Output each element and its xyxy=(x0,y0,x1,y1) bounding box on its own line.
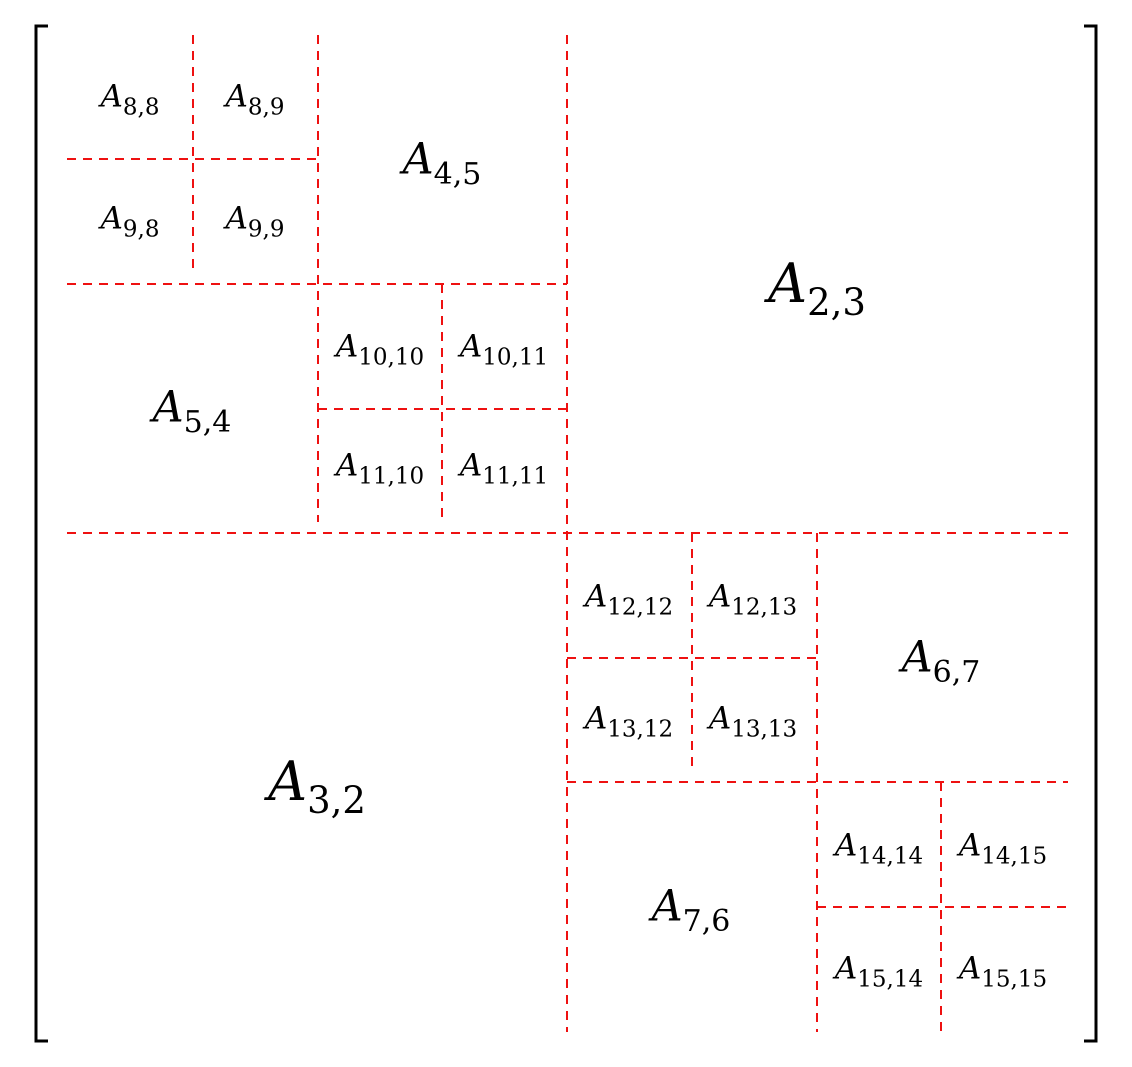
block-14-15-label: A14,15 xyxy=(958,827,1047,868)
left-bracket xyxy=(34,24,48,1043)
block-subscript: 13,13 xyxy=(731,716,798,743)
partition-lines xyxy=(67,35,1068,1032)
block-9-8-label: A9,8 xyxy=(100,200,160,241)
matrix-variable: A xyxy=(100,78,123,115)
block-subscript: 11,11 xyxy=(482,463,549,490)
matrix-variable: A xyxy=(152,382,184,433)
block-subscript: 12,12 xyxy=(607,594,674,621)
matrix-variable: A xyxy=(708,700,732,737)
block-subscript: 8,8 xyxy=(122,94,160,121)
matrix-variable: A xyxy=(708,578,732,615)
matrix-variable: A xyxy=(225,200,248,237)
right-bracket xyxy=(1084,24,1098,1043)
block-2-3-label: A2,3 xyxy=(768,257,866,321)
matrix-variable: A xyxy=(100,200,123,237)
block-11-11-label: A11,11 xyxy=(459,447,548,488)
matrix-variable: A xyxy=(335,447,359,484)
block-subscript: 10,10 xyxy=(358,344,425,371)
block-8-8-label: A8,8 xyxy=(100,78,160,119)
matrix-variable: A xyxy=(459,447,483,484)
matrix-variable: A xyxy=(651,881,683,932)
block-subscript: 7,6 xyxy=(682,904,731,939)
block-3-2-label: A3,2 xyxy=(268,755,366,819)
block-8-9-label: A8,9 xyxy=(225,78,285,119)
block-subscript: 15,14 xyxy=(857,966,924,993)
matrix-variable: A xyxy=(768,252,808,315)
block-12-13-label: A12,13 xyxy=(708,578,797,619)
matrix-variable: A xyxy=(268,750,308,813)
block-subscript: 8,9 xyxy=(247,94,285,121)
matrix-variable: A xyxy=(402,134,434,185)
block-subscript: 14,14 xyxy=(857,843,924,870)
matrix-variable: A xyxy=(584,700,608,737)
matrix-variable: A xyxy=(958,827,982,864)
block-11-10-label: A11,10 xyxy=(335,447,424,488)
block-12-12-label: A12,12 xyxy=(584,578,673,619)
matrix-variable: A xyxy=(834,950,858,987)
block-subscript: 4,5 xyxy=(433,157,482,192)
matrix-variable: A xyxy=(901,632,933,683)
block-10-11-label: A10,11 xyxy=(459,328,548,369)
block-subscript: 10,11 xyxy=(482,344,549,371)
block-13-12-label: A13,12 xyxy=(584,700,673,741)
block-13-13-label: A13,13 xyxy=(708,700,797,741)
block-subscript: 2,3 xyxy=(807,280,866,324)
matrix-variable: A xyxy=(459,328,483,365)
block-subscript: 11,10 xyxy=(358,463,425,490)
matrix-variable: A xyxy=(958,950,982,987)
block-6-7-label: A6,7 xyxy=(902,636,981,688)
block-subscript: 13,12 xyxy=(607,716,674,743)
block-15-15-label: A15,15 xyxy=(958,950,1047,991)
block-subscript: 15,15 xyxy=(981,966,1048,993)
matrix-variable: A xyxy=(834,827,858,864)
block-subscript: 12,13 xyxy=(731,594,798,621)
block-14-14-label: A14,14 xyxy=(834,827,923,868)
block-9-9-label: A9,9 xyxy=(225,200,285,241)
block-7-6-label: A7,6 xyxy=(652,885,731,937)
block-15-14-label: A15,14 xyxy=(834,950,923,991)
matrix-variable: A xyxy=(584,578,608,615)
block-subscript: 5,4 xyxy=(183,405,232,440)
matrix-variable: A xyxy=(335,328,359,365)
block-subscript: 3,2 xyxy=(307,778,366,822)
block-subscript: 14,15 xyxy=(981,843,1048,870)
block-4-5-label: A4,5 xyxy=(403,138,482,190)
block-subscript: 9,8 xyxy=(122,216,160,243)
matrix-variable: A xyxy=(225,78,248,115)
block-5-4-label: A5,4 xyxy=(153,386,232,438)
block-10-10-label: A10,10 xyxy=(335,328,424,369)
block-subscript: 6,7 xyxy=(932,655,981,690)
block-subscript: 9,9 xyxy=(247,216,285,243)
